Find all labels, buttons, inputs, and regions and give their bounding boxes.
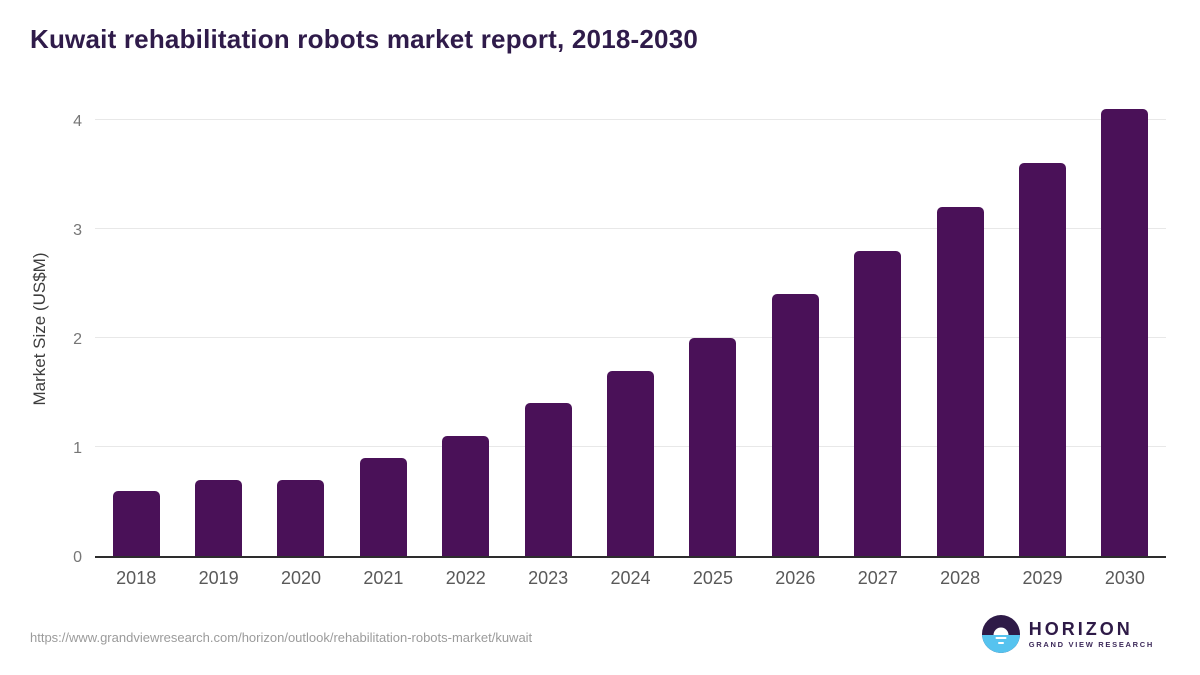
logo-tagline: GRAND VIEW RESEARCH <box>1028 640 1154 649</box>
x-axis-label: 2028 <box>940 568 981 588</box>
x-axis-labels: 2018 2019 2020 2021 2022 2023 2024 2025 2026 2027… <box>95 568 1166 589</box>
bar-2026 <box>771 294 819 556</box>
bar-2027 <box>854 250 902 556</box>
x-axis-label: 2019 <box>198 568 239 588</box>
bar-slot <box>425 100 507 556</box>
bar-2029 <box>1018 163 1066 556</box>
bar-2018 <box>112 490 160 556</box>
bar-slot <box>507 100 589 556</box>
horizon-logo-icon <box>981 615 1020 653</box>
bar-slot <box>1001 100 1083 556</box>
y-axis-title: Market Size (US$M) <box>30 252 49 406</box>
x-axis-label: 2024 <box>610 568 651 588</box>
y-tick-label: 1 <box>73 439 82 457</box>
bar-2030 <box>1101 108 1149 556</box>
x-axis-label: 2022 <box>445 568 486 588</box>
bar-2023 <box>524 403 572 556</box>
bar-2024 <box>607 370 655 556</box>
bar-slot <box>754 100 836 556</box>
bar-slot <box>919 100 1001 556</box>
y-tick-label: 2 <box>73 330 82 348</box>
bar-slot <box>177 100 259 556</box>
y-tick-label: 3 <box>73 221 82 239</box>
bar-2019 <box>195 479 243 556</box>
x-axis-label: 2027 <box>857 568 898 588</box>
bar-chart: Market Size (US$M) 2018 2019 2020 2021 2022 2… <box>0 100 1200 600</box>
x-axis-label: 2025 <box>692 568 733 588</box>
water-shape <box>981 635 1020 653</box>
gridline <box>95 118 1166 120</box>
source-url: https://www.grandviewresearch.com/horizo… <box>30 630 533 645</box>
y-tick-label: 0 <box>73 549 82 566</box>
bar-slot <box>1084 100 1166 556</box>
bars-container <box>95 100 1166 556</box>
bar-slot <box>837 100 919 556</box>
x-axis-label: 2026 <box>775 568 816 588</box>
x-axis-label: 2021 <box>363 568 404 588</box>
bar-slot <box>95 100 177 556</box>
bar-slot <box>260 100 342 556</box>
reflection-dash <box>995 637 1007 639</box>
bar-2028 <box>936 207 984 556</box>
plot-area <box>95 100 1166 558</box>
reflection-dash <box>997 641 1004 644</box>
gridline <box>95 227 1166 229</box>
gridline <box>95 336 1166 338</box>
horizon-logo: HORIZON GRAND VIEW RESEARCH <box>981 615 1154 653</box>
page-title: Kuwait rehabilitation robots market repo… <box>30 24 699 54</box>
y-tick-label: 4 <box>73 112 82 130</box>
bar-slot <box>589 100 671 556</box>
x-axis-label: 2018 <box>116 568 157 588</box>
x-axis-label: 2030 <box>1104 568 1145 588</box>
x-axis-label: 2029 <box>1022 568 1063 588</box>
bar-2025 <box>689 337 737 556</box>
bar-slot <box>342 100 424 556</box>
logo-brand: HORIZON <box>1028 619 1133 639</box>
bar-2021 <box>359 457 407 556</box>
logo-text: HORIZON GRAND VIEW RESEARCH <box>1029 619 1154 649</box>
bar-slot <box>672 100 754 556</box>
bar-2022 <box>442 436 490 556</box>
bar-2020 <box>277 479 325 556</box>
x-axis-label: 2020 <box>280 568 321 588</box>
x-axis-label: 2023 <box>528 568 569 588</box>
